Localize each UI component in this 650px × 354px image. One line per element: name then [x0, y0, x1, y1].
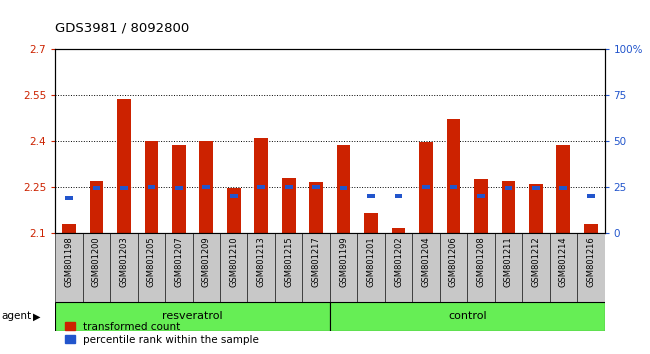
Bar — [55, 233, 83, 302]
Text: GSM801216: GSM801216 — [586, 236, 595, 287]
Text: GSM801212: GSM801212 — [531, 236, 540, 287]
Bar — [55, 302, 330, 331]
Bar — [550, 233, 577, 302]
Bar — [111, 233, 138, 302]
Bar — [556, 145, 570, 233]
Bar — [117, 99, 131, 233]
Bar — [412, 233, 439, 302]
Text: GSM801202: GSM801202 — [394, 236, 403, 287]
Text: GSM801205: GSM801205 — [147, 236, 156, 287]
Bar — [560, 187, 567, 190]
Bar — [302, 233, 330, 302]
Bar — [495, 233, 522, 302]
Text: ▶: ▶ — [32, 312, 40, 321]
Bar — [422, 185, 430, 189]
Bar — [90, 181, 103, 233]
Bar — [447, 119, 460, 233]
Bar — [148, 185, 155, 189]
Bar — [175, 187, 183, 190]
Bar — [504, 187, 512, 190]
Text: GSM801199: GSM801199 — [339, 236, 348, 287]
Bar — [577, 233, 605, 302]
Bar — [83, 233, 110, 302]
Legend: transformed count, percentile rank within the sample: transformed count, percentile rank withi… — [60, 317, 263, 349]
Bar — [248, 233, 275, 302]
Text: GSM801209: GSM801209 — [202, 236, 211, 287]
Bar — [309, 182, 323, 233]
Bar — [330, 233, 358, 302]
Text: GSM801213: GSM801213 — [257, 236, 266, 287]
Bar — [395, 194, 402, 198]
Bar — [220, 233, 248, 302]
Text: GSM801203: GSM801203 — [120, 236, 129, 287]
Bar — [477, 194, 485, 198]
Text: GDS3981 / 8092800: GDS3981 / 8092800 — [55, 22, 190, 35]
Bar — [230, 194, 238, 198]
Bar — [364, 213, 378, 233]
Bar — [367, 194, 375, 198]
Bar — [419, 142, 433, 233]
Bar — [392, 228, 406, 233]
Text: GSM801211: GSM801211 — [504, 236, 513, 287]
Bar — [202, 185, 210, 189]
Text: GSM801217: GSM801217 — [311, 236, 320, 287]
Bar — [584, 224, 597, 233]
Text: GSM801208: GSM801208 — [476, 236, 486, 287]
Text: GSM801206: GSM801206 — [449, 236, 458, 287]
Bar — [138, 233, 165, 302]
Bar — [227, 188, 240, 233]
Text: control: control — [448, 312, 486, 321]
Bar — [192, 233, 220, 302]
Bar — [385, 233, 412, 302]
Text: resveratrol: resveratrol — [162, 312, 223, 321]
Bar — [257, 185, 265, 189]
Bar — [172, 145, 186, 233]
Bar — [312, 185, 320, 189]
Bar — [522, 233, 550, 302]
Text: GSM801215: GSM801215 — [284, 236, 293, 287]
Bar — [358, 233, 385, 302]
Bar — [200, 141, 213, 233]
Text: GSM801201: GSM801201 — [367, 236, 376, 287]
Bar — [120, 187, 128, 190]
Bar — [282, 178, 296, 233]
Bar — [330, 302, 604, 331]
Bar — [467, 233, 495, 302]
Bar — [337, 145, 350, 233]
Bar — [92, 187, 100, 190]
Text: GSM801207: GSM801207 — [174, 236, 183, 287]
Bar — [529, 184, 543, 233]
Bar — [502, 181, 515, 233]
Bar — [144, 141, 158, 233]
Bar — [532, 187, 539, 190]
Bar — [165, 233, 192, 302]
Text: GSM801198: GSM801198 — [64, 236, 73, 287]
Bar — [474, 179, 488, 233]
Bar — [62, 224, 76, 233]
Bar — [285, 185, 292, 189]
Bar — [439, 233, 467, 302]
Text: GSM801204: GSM801204 — [421, 236, 430, 287]
Bar — [254, 138, 268, 233]
Text: GSM801200: GSM801200 — [92, 236, 101, 287]
Bar — [65, 196, 73, 200]
Text: GSM801214: GSM801214 — [559, 236, 568, 287]
Text: GSM801210: GSM801210 — [229, 236, 239, 287]
Bar — [450, 185, 458, 189]
Bar — [275, 233, 302, 302]
Bar — [587, 194, 595, 198]
Text: agent: agent — [1, 312, 31, 321]
Bar — [340, 187, 348, 190]
